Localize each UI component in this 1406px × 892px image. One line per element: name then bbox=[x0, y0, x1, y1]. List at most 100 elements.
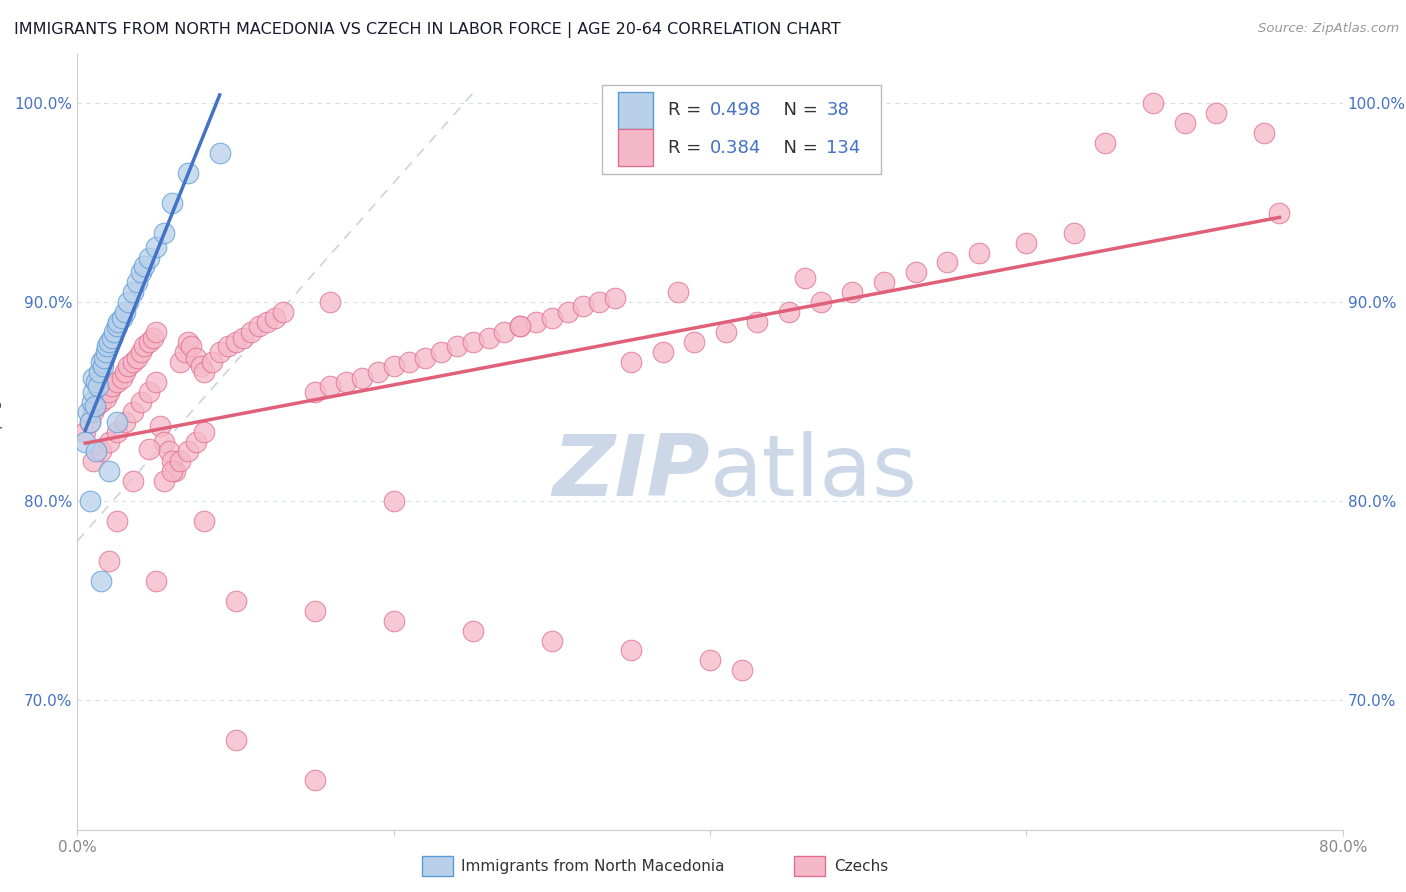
Point bbox=[382, 614, 405, 628]
Point bbox=[620, 643, 643, 657]
Point bbox=[873, 276, 896, 290]
Point bbox=[90, 444, 112, 458]
Point bbox=[668, 285, 690, 300]
Point bbox=[193, 514, 215, 528]
Point bbox=[588, 295, 610, 310]
Point bbox=[114, 365, 136, 379]
Point bbox=[699, 653, 721, 667]
Point bbox=[177, 444, 200, 458]
Point bbox=[132, 260, 155, 274]
Point bbox=[105, 415, 128, 429]
Point bbox=[841, 285, 863, 300]
Point bbox=[121, 405, 143, 419]
Point bbox=[382, 359, 405, 373]
Bar bbox=[617, 92, 654, 128]
Point bbox=[904, 265, 927, 279]
Point bbox=[79, 415, 101, 429]
Point bbox=[208, 146, 231, 161]
Point bbox=[103, 325, 125, 339]
Point bbox=[129, 394, 152, 409]
Point bbox=[127, 276, 149, 290]
Point bbox=[79, 415, 101, 429]
Point bbox=[90, 355, 112, 369]
Point bbox=[810, 295, 832, 310]
Point bbox=[1094, 136, 1116, 150]
Point bbox=[98, 334, 120, 349]
Point bbox=[114, 415, 136, 429]
Point bbox=[605, 291, 627, 305]
Text: Source: ZipAtlas.com: Source: ZipAtlas.com bbox=[1258, 22, 1399, 36]
Point bbox=[114, 305, 136, 319]
Point bbox=[256, 315, 278, 329]
Point bbox=[967, 245, 990, 260]
Point bbox=[557, 305, 579, 319]
Point bbox=[430, 345, 453, 359]
Point bbox=[225, 593, 247, 607]
Text: IMMIGRANTS FROM NORTH MACEDONIA VS CZECH IN LABOR FORCE | AGE 20-64 CORRELATION : IMMIGRANTS FROM NORTH MACEDONIA VS CZECH… bbox=[14, 22, 841, 38]
Point bbox=[169, 355, 191, 369]
Point bbox=[162, 464, 183, 478]
Point bbox=[714, 325, 737, 339]
Text: 134: 134 bbox=[827, 139, 860, 157]
Point bbox=[335, 375, 357, 389]
Point bbox=[304, 772, 326, 787]
Point bbox=[94, 391, 117, 405]
Point bbox=[477, 331, 501, 345]
Point bbox=[111, 371, 132, 385]
Point bbox=[683, 334, 706, 349]
Point bbox=[90, 574, 112, 588]
Point bbox=[79, 494, 101, 508]
Point bbox=[117, 359, 139, 373]
Point bbox=[98, 464, 120, 478]
Point bbox=[145, 325, 167, 339]
Point bbox=[82, 454, 104, 468]
Point bbox=[524, 315, 547, 329]
Text: Immigrants from North Macedonia: Immigrants from North Macedonia bbox=[461, 859, 724, 873]
Text: 0.384: 0.384 bbox=[710, 139, 762, 157]
Text: N =: N = bbox=[772, 101, 824, 120]
Point bbox=[94, 345, 117, 359]
Point bbox=[794, 271, 817, 285]
Point bbox=[145, 574, 167, 588]
Point bbox=[461, 334, 484, 349]
Point bbox=[165, 464, 187, 478]
Point bbox=[117, 295, 139, 310]
Point bbox=[96, 339, 118, 353]
Point bbox=[1268, 205, 1291, 219]
Point bbox=[80, 394, 103, 409]
Point bbox=[367, 365, 389, 379]
Point bbox=[232, 331, 254, 345]
Point bbox=[98, 434, 120, 449]
Point bbox=[620, 355, 643, 369]
Point bbox=[121, 475, 143, 489]
Point bbox=[398, 355, 420, 369]
Point bbox=[83, 399, 105, 413]
Point bbox=[184, 351, 207, 365]
Text: 38: 38 bbox=[827, 101, 849, 120]
Point bbox=[121, 355, 143, 369]
Point bbox=[129, 265, 152, 279]
Point bbox=[217, 339, 239, 353]
Y-axis label: In Labor Force | Age 20-64: In Labor Force | Age 20-64 bbox=[0, 341, 3, 542]
FancyBboxPatch shape bbox=[603, 85, 882, 174]
Point bbox=[446, 339, 468, 353]
Point bbox=[91, 359, 114, 373]
Text: atlas: atlas bbox=[710, 431, 918, 514]
Point bbox=[1205, 106, 1227, 120]
Point bbox=[90, 394, 112, 409]
Point bbox=[142, 331, 165, 345]
Point bbox=[157, 444, 180, 458]
Point bbox=[162, 195, 183, 210]
Point bbox=[247, 319, 270, 334]
Point bbox=[129, 345, 152, 359]
Point bbox=[225, 334, 247, 349]
Point bbox=[651, 345, 673, 359]
Point bbox=[936, 255, 959, 269]
Point bbox=[105, 425, 128, 439]
Point bbox=[162, 454, 183, 468]
Point bbox=[304, 384, 326, 399]
Text: R =: R = bbox=[668, 101, 707, 120]
Point bbox=[101, 379, 124, 393]
Point bbox=[138, 442, 160, 457]
Point bbox=[731, 664, 754, 678]
